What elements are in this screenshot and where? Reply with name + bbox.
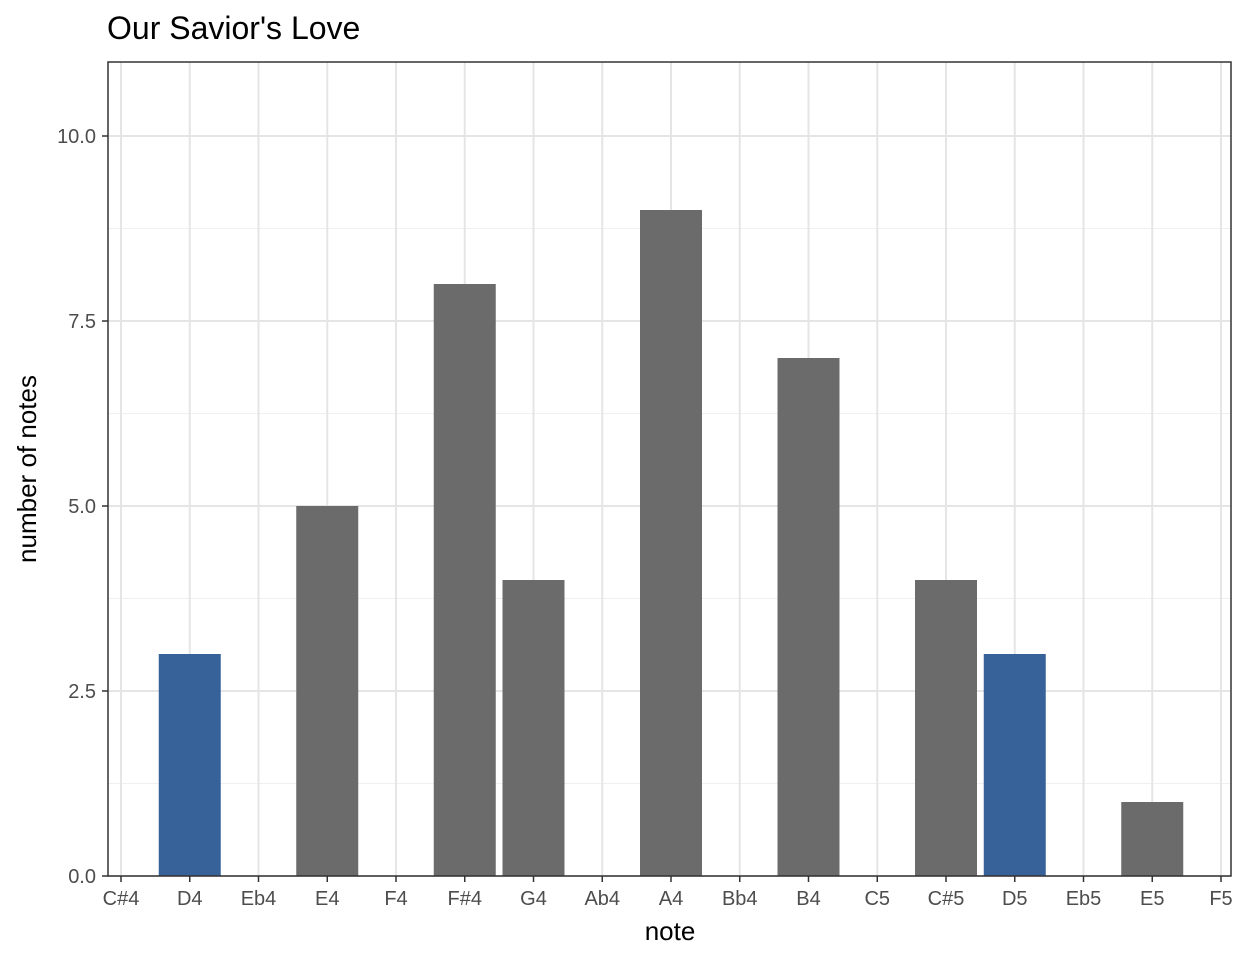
bar-E4 [296, 506, 359, 876]
x-tick-label: E5 [1140, 888, 1164, 910]
x-axis: C#4 D4 Eb4 E4 F4 F#4 G4 Ab4 A4 Bb4 B4 C5 C#5 D5 Eb5 E5 F… [103, 876, 1233, 910]
y-tick-label: 7.5 [68, 311, 96, 333]
x-tick-label: D4 [177, 888, 203, 910]
x-tick-label: F5 [1209, 888, 1232, 910]
bar-F#4 [433, 284, 496, 876]
x-tick-label: Eb5 [1066, 888, 1102, 910]
y-axis-title: number of notes [12, 375, 42, 563]
bar-D5 [983, 654, 1046, 876]
y-tick-label: 2.5 [68, 681, 96, 703]
x-tick-label: Ab4 [584, 888, 620, 910]
x-tick-label: F#4 [448, 888, 482, 910]
y-tick-label: 10.0 [57, 126, 96, 148]
bar-A4 [640, 210, 702, 876]
x-tick-label: B4 [796, 888, 820, 910]
y-tick-label: 5.0 [68, 496, 96, 518]
bar-B4 [777, 358, 840, 876]
x-tick-label: G4 [520, 888, 547, 910]
bar-G4 [502, 580, 565, 876]
bar-E5 [1121, 802, 1184, 876]
y-tick-label: 0.0 [68, 866, 96, 888]
x-tick-label: A4 [659, 888, 683, 910]
x-tick-label: C#4 [103, 888, 140, 910]
x-axis-title: note [645, 916, 696, 946]
x-tick-label: F4 [384, 888, 407, 910]
x-tick-label: C5 [864, 888, 890, 910]
x-tick-label: C#5 [928, 888, 965, 910]
x-tick-label: Eb4 [241, 888, 277, 910]
chart-title: Our Savior's Love [107, 10, 360, 46]
bar-C#5 [915, 580, 977, 876]
bar-D4 [158, 654, 221, 876]
x-tick-label: Bb4 [722, 888, 758, 910]
y-axis: 0.0 2.5 5.0 7.5 10.0 [57, 126, 108, 888]
x-tick-label: E4 [315, 888, 339, 910]
panel-border [107, 61, 1232, 877]
bars [158, 210, 1184, 876]
x-tick-label: D5 [1002, 888, 1028, 910]
